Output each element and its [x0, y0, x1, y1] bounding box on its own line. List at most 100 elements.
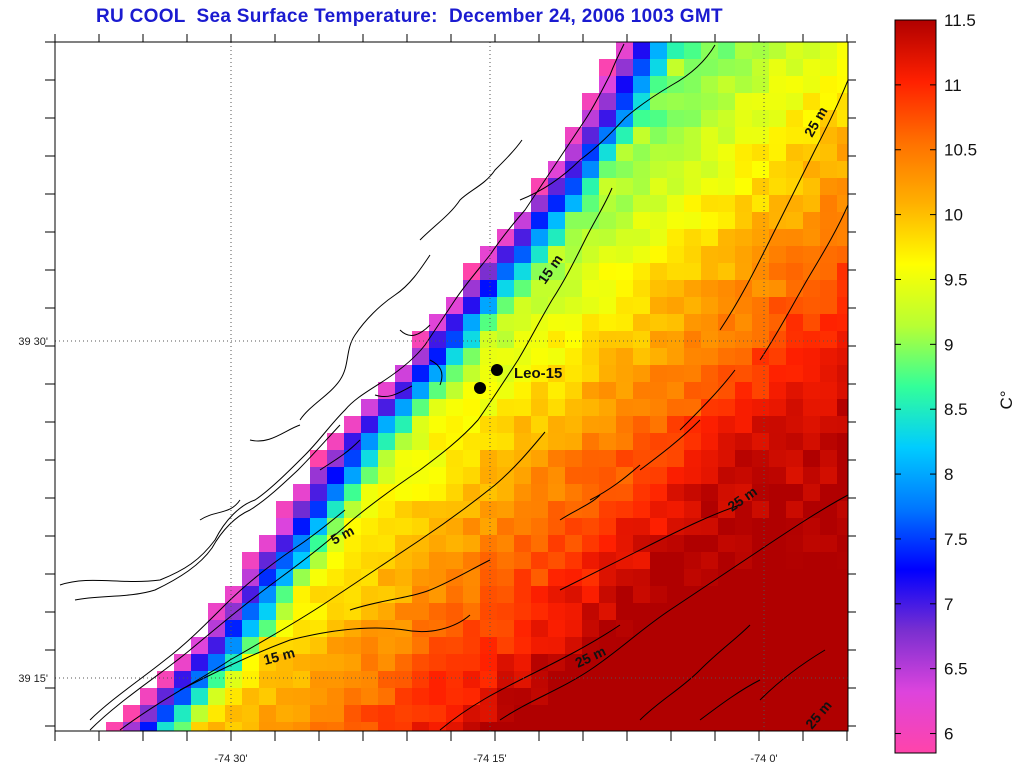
sst-cell [837, 76, 848, 93]
sst-cell [259, 535, 276, 552]
sst-cell [701, 280, 718, 297]
sst-cell [514, 552, 531, 569]
sst-cell [803, 348, 820, 365]
sst-cell [803, 76, 820, 93]
sst-cell [701, 314, 718, 331]
sst-cell [514, 467, 531, 484]
colorbar-tick-label: 10 [944, 206, 963, 225]
sst-cell [667, 399, 684, 416]
lon-label: -74 0' [750, 753, 777, 765]
sst-cell [582, 93, 599, 110]
sst-cell [599, 399, 616, 416]
sst-cell [497, 433, 514, 450]
sst-grid [106, 42, 848, 731]
sst-cell [769, 314, 786, 331]
sst-cell [497, 246, 514, 263]
sst-cell [667, 178, 684, 195]
sst-cell [599, 144, 616, 161]
sst-cell [463, 603, 480, 620]
sst-cell [735, 178, 752, 195]
sst-cell [752, 620, 769, 637]
sst-cell [735, 620, 752, 637]
sst-cell [599, 229, 616, 246]
sst-cell [803, 705, 820, 722]
sst-cell [412, 552, 429, 569]
sst-cell [769, 297, 786, 314]
sst-cell [395, 705, 412, 722]
sst-cell [565, 229, 582, 246]
sst-cell [769, 76, 786, 93]
sst-cell [497, 450, 514, 467]
sst-cell [429, 365, 446, 382]
sst-cell [769, 382, 786, 399]
sst-cell [820, 671, 837, 688]
sst-cell [820, 722, 837, 731]
sst-cell [650, 671, 667, 688]
sst-cell [633, 127, 650, 144]
sst-cell [463, 348, 480, 365]
sst-cell [429, 433, 446, 450]
sst-cell [633, 365, 650, 382]
sst-cell [684, 59, 701, 76]
sst-cell [548, 314, 565, 331]
sst-cell [752, 722, 769, 731]
sst-cell [548, 365, 565, 382]
sst-cell [225, 620, 242, 637]
sst-cell [565, 722, 582, 731]
sst-cell [718, 127, 735, 144]
sst-cell [548, 399, 565, 416]
sst-cell [837, 93, 848, 110]
sst-cell [752, 603, 769, 620]
sst-cell [820, 603, 837, 620]
sst-cell [225, 688, 242, 705]
sst-cell [429, 450, 446, 467]
sst-cell [429, 467, 446, 484]
sst-cell [616, 246, 633, 263]
sst-cell [616, 484, 633, 501]
sst-cell [803, 433, 820, 450]
sst-cell [684, 382, 701, 399]
sst-cell [667, 161, 684, 178]
sst-cell [752, 433, 769, 450]
sst-cell [718, 280, 735, 297]
sst-cell [667, 637, 684, 654]
sst-cell [378, 501, 395, 518]
sst-cell [344, 620, 361, 637]
sst-cell [616, 518, 633, 535]
sst-cell [582, 178, 599, 195]
sst-cell [582, 297, 599, 314]
sst-cell [803, 331, 820, 348]
sst-cell [684, 110, 701, 127]
sst-cell [684, 569, 701, 586]
frame-ticks [45, 34, 856, 741]
sst-cell [735, 195, 752, 212]
sst-cell [616, 331, 633, 348]
sst-cell [565, 705, 582, 722]
sst-cell [667, 484, 684, 501]
sst-cell [480, 586, 497, 603]
sst-cell [769, 416, 786, 433]
sst-cell [769, 263, 786, 280]
sst-cell [463, 569, 480, 586]
sst-cell [395, 433, 412, 450]
sst-cell [106, 722, 123, 731]
sst-cell [752, 76, 769, 93]
lat-label: 39 30' [18, 336, 48, 348]
sst-cell [361, 705, 378, 722]
sst-cell [395, 603, 412, 620]
sst-cell [718, 586, 735, 603]
sst-cell [480, 484, 497, 501]
sst-cell [650, 161, 667, 178]
sst-cell [531, 280, 548, 297]
sst-cell [701, 263, 718, 280]
sst-cell [837, 212, 848, 229]
sst-cell [395, 688, 412, 705]
sst-cell [667, 382, 684, 399]
sst-cell [531, 467, 548, 484]
sst-cell [412, 688, 429, 705]
sst-cell [633, 263, 650, 280]
sst-cell [463, 518, 480, 535]
sst-cell [191, 705, 208, 722]
sst-cell [582, 127, 599, 144]
